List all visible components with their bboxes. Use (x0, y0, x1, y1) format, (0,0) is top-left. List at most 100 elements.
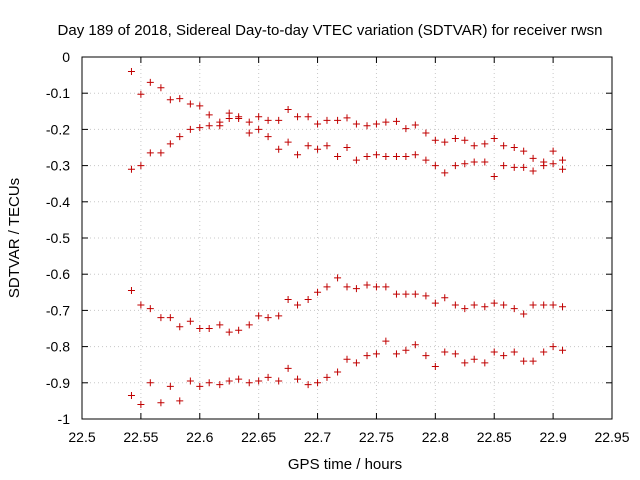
data-point (166, 96, 174, 104)
data-point (255, 312, 263, 320)
data-point (343, 355, 351, 363)
data-point (157, 84, 165, 92)
data-point (186, 125, 194, 133)
data-point (540, 301, 548, 309)
data-point (510, 348, 518, 356)
data-point (451, 350, 459, 358)
data-point (481, 359, 489, 367)
data-point (363, 153, 371, 161)
x-axis-label: GPS time / hours (288, 456, 402, 473)
data-point (549, 160, 557, 168)
x-tick-label: 22.8 (422, 429, 449, 445)
data-point (451, 301, 459, 309)
data-point (146, 78, 154, 86)
data-point (314, 288, 322, 296)
data-point (461, 136, 469, 144)
data-point (284, 105, 292, 113)
y-tick-label: -0.6 (46, 266, 70, 282)
data-point (411, 151, 419, 159)
data-point (294, 151, 302, 159)
data-point (392, 290, 400, 298)
data-point (294, 301, 302, 309)
data-point (352, 359, 360, 367)
data-point (490, 134, 498, 142)
data-point (275, 145, 283, 153)
data-point (529, 357, 537, 365)
y-axis-label: SDTVAR / TECUs (6, 178, 23, 298)
data-point (343, 283, 351, 291)
data-point (294, 375, 302, 383)
data-point (127, 67, 135, 75)
data-point (323, 142, 331, 150)
data-point (382, 283, 390, 291)
data-point (402, 290, 410, 298)
data-point (352, 120, 360, 128)
data-point (490, 172, 498, 180)
data-point (137, 162, 145, 170)
data-point (216, 122, 224, 130)
data-point (422, 156, 430, 164)
data-point (481, 158, 489, 166)
data-point (431, 136, 439, 144)
data-point (540, 348, 548, 356)
data-point (314, 120, 322, 128)
data-point (323, 373, 331, 381)
y-tick-label: -0.7 (46, 302, 70, 318)
data-point (157, 149, 165, 157)
data-point (422, 129, 430, 137)
data-point (245, 379, 253, 387)
data-point (382, 118, 390, 126)
data-point (304, 381, 312, 389)
data-point (549, 147, 557, 155)
data-point (205, 325, 213, 332)
data-point (205, 111, 213, 119)
data-point (372, 120, 380, 128)
x-tick-label: 22.5 (68, 429, 95, 445)
data-point (372, 151, 380, 159)
data-point (352, 156, 360, 164)
data-point (520, 357, 528, 365)
data-point (284, 364, 292, 372)
x-tick-label: 22.65 (241, 429, 276, 445)
data-point (216, 381, 224, 389)
data-point (146, 379, 154, 387)
data-point (275, 312, 283, 320)
data-point (481, 303, 489, 311)
data-point (216, 321, 224, 329)
data-point (549, 343, 557, 351)
data-point (127, 165, 135, 173)
y-tick-label: 0 (62, 49, 70, 65)
y-tick-label: -0.5 (46, 230, 70, 246)
series-upper-2 (127, 115, 567, 180)
data-point (470, 158, 478, 166)
data-point (275, 116, 283, 124)
data-point (186, 100, 194, 108)
data-point (402, 125, 410, 133)
data-point (470, 142, 478, 150)
data-point (422, 352, 430, 360)
data-point (196, 325, 204, 332)
data-point (284, 296, 292, 304)
data-point (137, 401, 145, 409)
y-tick-label: -0.8 (46, 339, 70, 355)
data-point (500, 301, 508, 309)
data-point (255, 377, 263, 385)
data-point (510, 144, 518, 151)
data-point (431, 363, 439, 371)
data-point (559, 346, 567, 354)
data-point (490, 299, 498, 307)
data-point (225, 115, 233, 123)
data-point (510, 163, 518, 171)
grid (82, 57, 612, 419)
data-point (334, 274, 342, 282)
x-tick-label: 22.55 (123, 429, 158, 445)
data-point (441, 294, 449, 302)
data-point (431, 299, 439, 307)
data-point (176, 397, 184, 405)
y-tick-label: -0.3 (46, 158, 70, 174)
data-point (166, 382, 174, 390)
data-point (334, 116, 342, 124)
data-point (166, 314, 174, 322)
data-point (205, 379, 213, 387)
data-point (235, 326, 243, 334)
